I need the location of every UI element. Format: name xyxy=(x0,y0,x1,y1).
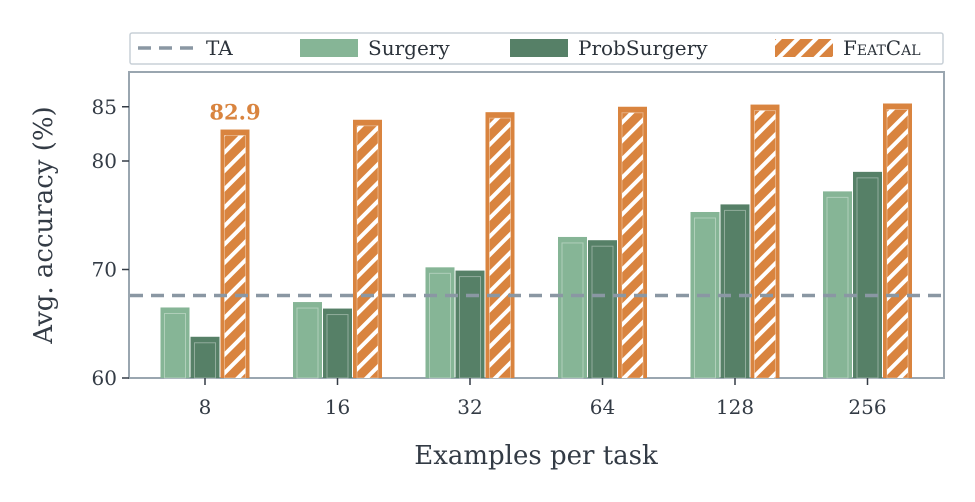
x-tick-label: 8 xyxy=(199,395,212,419)
bar-hatch xyxy=(754,110,776,378)
bar-highlight xyxy=(164,312,186,379)
bar-hatch xyxy=(357,125,378,379)
x-tick-label: 128 xyxy=(716,395,754,419)
legend-label: ProbSurgery xyxy=(578,36,708,60)
x-tick-label: 64 xyxy=(590,395,615,419)
legend-label: Surgery xyxy=(368,36,450,60)
bar-highlight xyxy=(429,272,451,379)
x-tick-label: 256 xyxy=(848,395,886,419)
bar-highlight xyxy=(561,242,584,379)
bar-probsurgery-8 xyxy=(190,336,220,378)
bar-probsurgery-16 xyxy=(323,308,352,378)
legend-swatch xyxy=(510,39,568,57)
legend-entry-probsurgery: ProbSurgery xyxy=(510,36,708,60)
x-axis: 8 16 32 64 128 256 xyxy=(199,378,887,419)
bar-highlight xyxy=(296,307,319,379)
bar-probsurgery-256 xyxy=(853,171,882,378)
legend-swatch-hatch xyxy=(775,39,833,57)
bar-highlight xyxy=(826,196,849,379)
bar-probsurgery-128 xyxy=(720,204,750,378)
y-tick-label: 80 xyxy=(92,149,117,173)
legend-label: FeatCal xyxy=(843,36,921,60)
bar-surgery-64 xyxy=(558,236,587,378)
bar-hatch xyxy=(887,109,908,379)
legend-label: TA xyxy=(206,36,233,60)
y-tick-label: 85 xyxy=(92,95,117,119)
legend: TA Surgery ProbSurgery FeatCal xyxy=(138,36,921,60)
legend-swatch xyxy=(300,39,358,57)
bar-hatch xyxy=(224,135,246,378)
y-axis-label: Avg. accuracy (%) xyxy=(29,106,59,344)
bar-surgery-8 xyxy=(160,307,190,378)
bar-surgery-32 xyxy=(425,267,455,378)
y-axis: 60 70 80 85 xyxy=(92,95,129,390)
bar-surgery-256 xyxy=(823,191,852,378)
legend-entry-ta: TA xyxy=(138,36,233,60)
bar-highlight xyxy=(694,217,716,379)
legend-entry-featcal: FeatCal xyxy=(775,36,921,60)
bars xyxy=(160,103,912,379)
bar-hatch xyxy=(489,118,511,379)
bar-hatch xyxy=(622,112,643,378)
x-tick-label: 16 xyxy=(325,395,350,419)
legend-entry-surgery: Surgery xyxy=(300,36,450,60)
x-axis-label: Examples per task xyxy=(414,441,658,471)
bar-probsurgery-32 xyxy=(455,270,485,378)
bar-probsurgery-64 xyxy=(588,240,617,378)
plot-area xyxy=(128,71,945,379)
data-label: 82.9 xyxy=(209,100,260,125)
x-tick-label: 32 xyxy=(457,395,482,419)
y-tick-label: 70 xyxy=(92,258,117,282)
annotations: 82.9 xyxy=(209,100,260,125)
y-tick-label: 60 xyxy=(92,366,117,390)
bar-surgery-16 xyxy=(293,302,322,378)
